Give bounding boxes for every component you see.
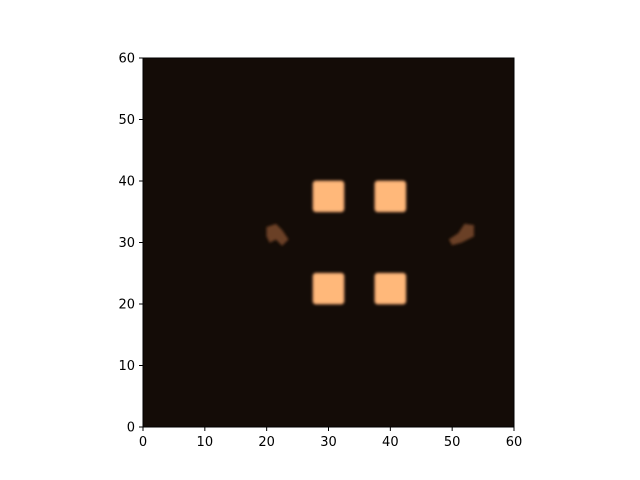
x-tick-label-2: 20 xyxy=(258,435,275,450)
x-tick-label-5: 50 xyxy=(444,435,461,450)
x-tick-label-6: 60 xyxy=(506,435,523,450)
y-tick-label-6: 60 xyxy=(118,52,135,67)
heatmap-square-4 xyxy=(374,272,407,305)
x-tick-label-1: 10 xyxy=(197,435,214,450)
y-tick-label-2: 20 xyxy=(118,298,135,313)
heatmap-square-2 xyxy=(374,180,407,213)
heatmap-blob-1 xyxy=(266,223,289,247)
x-axis: 0 10 20 30 40 50 60 xyxy=(139,427,522,450)
y-tick-label-5: 50 xyxy=(118,113,135,128)
y-tick-label-3: 30 xyxy=(118,236,135,251)
heatmap-marks xyxy=(266,180,475,305)
heatmap-square-3 xyxy=(312,272,345,305)
heatmap-square-1 xyxy=(312,180,345,213)
x-tick-label-3: 30 xyxy=(320,435,337,450)
heatmap-blob-2 xyxy=(448,223,475,246)
y-tick-label-4: 40 xyxy=(118,175,135,190)
y-tick-label-1: 10 xyxy=(118,359,135,374)
y-tick-label-0: 0 xyxy=(127,421,135,436)
x-tick-label-4: 40 xyxy=(382,435,399,450)
x-tick-label-0: 0 xyxy=(139,435,147,450)
y-axis: 0 10 20 30 40 50 60 xyxy=(118,52,143,436)
